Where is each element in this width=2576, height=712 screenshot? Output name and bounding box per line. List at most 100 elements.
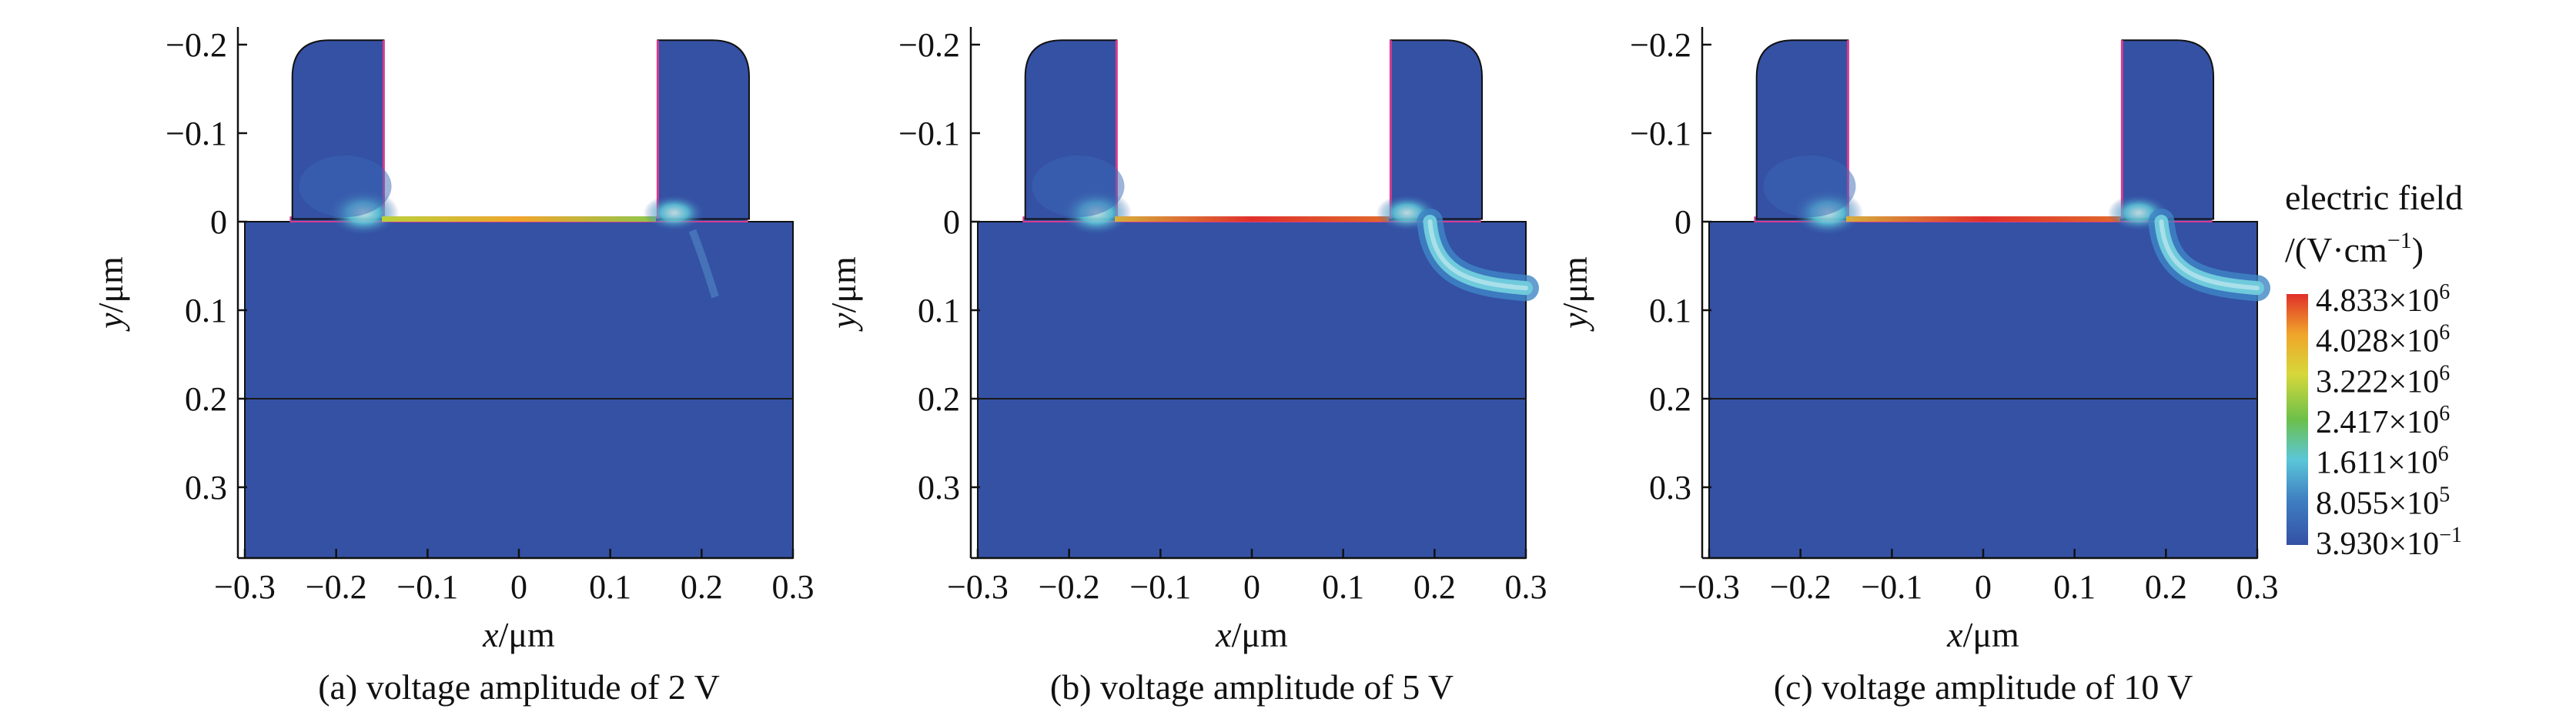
colorbar-label-exponent: −1	[2439, 523, 2462, 547]
colorbar-label-exponent: 6	[2439, 361, 2450, 385]
x-axis-var: x	[1215, 615, 1232, 654]
x-tick-label: −0.2	[1770, 568, 1832, 606]
channel-field	[1846, 216, 2120, 222]
x-tick-label: 0.2	[2145, 568, 2187, 606]
y-axis-label: y/μm	[1555, 256, 1594, 332]
x-tick-label: −0.2	[1039, 568, 1100, 606]
x-tick-label: 0.3	[772, 568, 815, 606]
colorbar-label-exponent: 6	[2439, 321, 2450, 345]
y-axis-var: y	[91, 313, 130, 332]
x-tick-label: 0	[1975, 568, 1992, 606]
y-axis-unit: /μm	[1555, 256, 1594, 313]
colorbar-label-mantissa: 3.222×10	[2316, 364, 2439, 399]
y-axis-var: y	[824, 313, 863, 332]
channel-field	[382, 216, 656, 222]
y-axis-label: y/μm	[824, 256, 863, 332]
y-axis-label: y/μm	[91, 256, 130, 332]
colorbar-label: 4.028×106	[2316, 321, 2450, 359]
colorbar: electric field /(V·cm−1) 4.833×1064.028×…	[2285, 178, 2463, 562]
y-tick-label: 0.2	[1649, 380, 1691, 418]
x-tick-label: −0.1	[1129, 568, 1191, 606]
colorbar-label-mantissa: 2.417×10	[2316, 405, 2439, 440]
x-axis-var: x	[482, 615, 499, 654]
y-tick-label: −0.1	[166, 115, 227, 152]
x-axis-label: x/μm	[1946, 615, 2019, 654]
drain-field-spot	[643, 194, 705, 232]
colorbar-label: 3.930×10−1	[2316, 523, 2462, 562]
colorbar-title-line1: electric field	[2285, 178, 2463, 217]
x-tick-label: 0.1	[1322, 568, 1364, 606]
panel-c: −0.2 −0.1 0 0.1 0.2 0.3 −0.3 −0.2 −0.1 0 0.1 0.2 0.3…	[1555, 26, 2279, 707]
y-tick-label: 0.3	[1649, 469, 1691, 506]
y-tick-label: 0	[1674, 203, 1691, 241]
substrate-region	[977, 221, 1527, 559]
y-axis-var: y	[1555, 313, 1594, 332]
panel-caption: (c) voltage amplitude of 10 V	[1774, 667, 2193, 707]
panel-a: −0.2 −0.1 0 0.1 0.2 0.3 −0.3 −0.2 −0.1 0 0.1 0.2 0.3…	[91, 26, 815, 707]
y-tick-label: 0	[210, 203, 227, 241]
colorbar-label-exponent: 6	[2439, 280, 2450, 304]
source-field-halo	[1763, 155, 1856, 217]
y-tick-label: −0.2	[1630, 26, 1691, 64]
x-tick-label: 0.3	[2236, 568, 2279, 606]
x-axis-var: x	[1946, 615, 1963, 654]
y-tick-label: 0.2	[918, 380, 960, 418]
y-tick-label: −0.2	[898, 26, 960, 64]
x-tick-label: 0.1	[2053, 568, 2096, 606]
substrate-region	[1708, 221, 2258, 559]
colorbar-label: 3.222×106	[2316, 361, 2450, 399]
colorbar-title-line2: /(V·cm−1)	[2285, 228, 2424, 269]
panel-caption: (a) voltage amplitude of 2 V	[318, 667, 720, 707]
drain-depletion-core	[1427, 219, 1528, 291]
x-tick-label: 0	[510, 568, 527, 606]
y-tick-label: 0.1	[1649, 292, 1691, 329]
x-tick-label: −0.3	[214, 568, 276, 606]
drain-depletion-core	[2159, 219, 2260, 291]
panel-caption: (b) voltage amplitude of 5 V	[1050, 667, 1454, 707]
x-tick-label: −0.3	[1678, 568, 1740, 606]
colorbar-label-exponent: 6	[2439, 402, 2450, 426]
colorbar-label-mantissa: 4.833×10	[2316, 283, 2439, 319]
y-tick-label: 0.3	[185, 469, 227, 506]
colorbar-label-mantissa: 1.611×10	[2316, 446, 2438, 481]
x-axis-unit: /μm	[1232, 615, 1288, 654]
colorbar-label-mantissa: 4.028×10	[2316, 324, 2439, 359]
y-tick-label: 0.3	[918, 469, 960, 506]
x-tick-label: −0.2	[306, 568, 367, 606]
y-tick-label: 0.2	[185, 380, 227, 418]
x-tick-label: −0.1	[1861, 568, 1922, 606]
colorbar-label-exponent: 5	[2439, 483, 2450, 506]
x-tick-label: 0.3	[1505, 568, 1547, 606]
x-tick-label: 0.2	[1413, 568, 1456, 606]
channel-field	[1115, 216, 1389, 222]
y-axis-unit: /μm	[824, 256, 863, 313]
y-tick-label: −0.1	[1630, 115, 1691, 152]
x-axis-label: x/μm	[482, 615, 555, 654]
y-tick-label: −0.1	[898, 115, 960, 152]
x-tick-label: 0	[1243, 568, 1260, 606]
y-axis-unit: /μm	[91, 256, 130, 313]
colorbar-label-mantissa: 8.055×10	[2316, 486, 2439, 521]
colorbar-label: 2.417×106	[2316, 402, 2450, 440]
y-tick-label: 0.1	[185, 292, 227, 329]
source-field-halo	[1032, 155, 1125, 217]
x-axis-unit: /μm	[499, 615, 555, 654]
colorbar-label: 4.833×106	[2316, 280, 2450, 319]
x-tick-label: 0.2	[681, 568, 723, 606]
x-tick-label: −0.3	[947, 568, 1009, 606]
y-tick-label: 0.1	[918, 292, 960, 329]
drain-electrode	[657, 39, 751, 220]
colorbar-label-mantissa: 3.930×10	[2316, 526, 2439, 562]
y-tick-label: 0	[943, 203, 960, 241]
drain-weak-field	[688, 229, 719, 299]
substrate-region	[244, 221, 794, 559]
drain-electrode	[1390, 39, 1484, 220]
y-tick-label: −0.2	[166, 26, 227, 64]
drain-electrode	[2121, 39, 2215, 220]
x-tick-label: −0.1	[396, 568, 458, 606]
x-axis-unit: /μm	[1963, 615, 2019, 654]
x-axis-label: x/μm	[1215, 615, 1288, 654]
colorbar-label-exponent: 6	[2438, 443, 2449, 466]
colorbar-gradient	[2287, 294, 2308, 545]
